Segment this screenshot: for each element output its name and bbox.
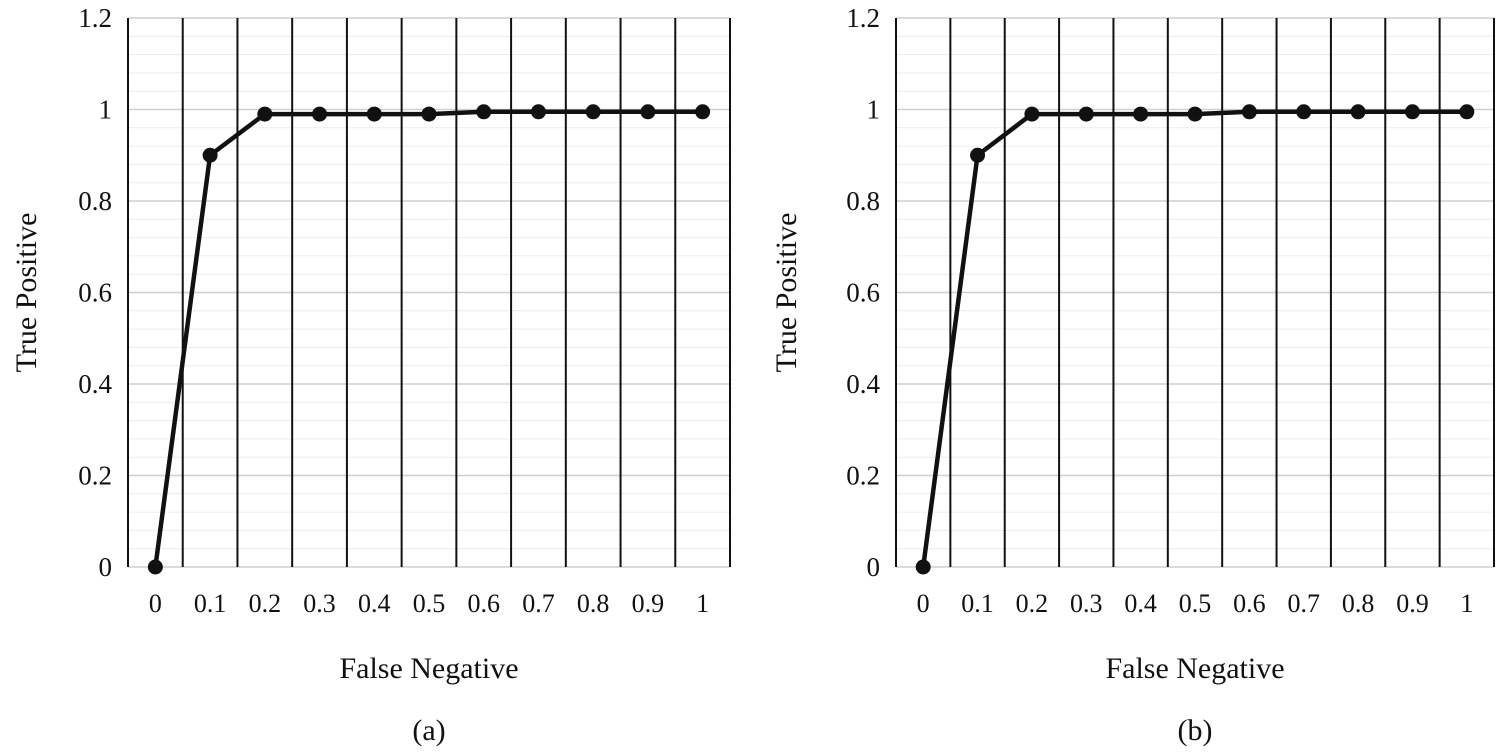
data-point (640, 104, 656, 120)
data-point (1296, 104, 1312, 120)
data-point (366, 106, 382, 122)
y-tick-label: 0.4 (846, 369, 880, 399)
data-point (530, 104, 546, 120)
x-tick-label: 0.3 (1070, 589, 1103, 618)
data-point (695, 104, 711, 120)
x-tick-label: 1 (696, 589, 709, 618)
data-point (915, 559, 931, 575)
y-tick-label: 1 (867, 95, 881, 125)
y-axis-label: True Positive (770, 213, 803, 373)
data-point (1459, 104, 1475, 120)
x-tick-label: 0 (149, 589, 162, 618)
x-tick-label: 0.3 (303, 589, 336, 618)
x-tick-label: 0.2 (249, 589, 282, 618)
data-point (421, 106, 437, 122)
x-tick-label: 0.8 (577, 589, 610, 618)
data-point (257, 106, 273, 122)
y-tick-label: 0.6 (846, 278, 880, 308)
chart-a: 0 0.2 0.4 0.6 0.8 1 1.2 0 0.1 0.2 0.3 0.4 0.5 0.6 0.7… (10, 3, 731, 747)
data-point (476, 104, 492, 120)
y-tick-label: 0 (99, 552, 113, 582)
x-tick-label: 0.9 (632, 589, 665, 618)
x-tick-label: 0.1 (961, 589, 994, 618)
chart-a-container: 0 0.2 0.4 0.6 0.8 1 1.2 0 0.1 0.2 0.3 0.4 0.5 0.6 0.7… (10, 3, 731, 747)
data-point (1133, 106, 1149, 122)
y-tick-label: 0 (867, 552, 881, 582)
y-tick-label: 0.4 (78, 369, 112, 399)
y-tick-label: 0.8 (78, 186, 112, 216)
y-tick-label: 1.2 (846, 3, 880, 33)
chart-b-container: 0 0.2 0.4 0.6 0.8 1 1.2 0 0.1 0.2 0.3 0.4 0.5 0.6 0.7… (760, 0, 1504, 755)
x-tick-label: 0.5 (413, 589, 446, 618)
data-point (1024, 106, 1040, 122)
y-tick-label: 0.2 (78, 461, 112, 491)
x-tick-label: 1 (1460, 589, 1473, 618)
x-tick-label: 0.7 (1287, 589, 1320, 618)
data-point (1241, 104, 1257, 120)
chart-caption: (b) (1178, 714, 1213, 747)
data-point (147, 559, 163, 575)
x-tick-label: 0.6 (467, 589, 500, 618)
x-axis-label: False Negative (1105, 652, 1284, 685)
data-point (1187, 106, 1203, 122)
y-tick-label: 1 (99, 95, 113, 125)
data-point (1078, 106, 1094, 122)
data-point (970, 147, 986, 163)
x-tick-label: 0.5 (1179, 589, 1212, 618)
chart-b: 0 0.2 0.4 0.6 0.8 1 1.2 0 0.1 0.2 0.3 0.4 0.5 0.6 0.7… (770, 3, 1495, 747)
x-tick-label: 0.4 (358, 589, 391, 618)
chart-caption: (a) (412, 714, 445, 747)
data-point (1404, 104, 1420, 120)
x-tick-label: 0.7 (522, 589, 555, 618)
y-axis-label: True Positive (10, 213, 43, 373)
x-tick-label: 0.8 (1342, 589, 1375, 618)
x-tick-label: 0.6 (1233, 589, 1266, 618)
data-point (202, 147, 218, 163)
x-tick-label: 0.1 (194, 589, 227, 618)
data-point (1350, 104, 1366, 120)
y-tick-label: 0.6 (78, 278, 112, 308)
y-tick-label: 0.8 (846, 186, 880, 216)
x-tick-label: 0.4 (1124, 589, 1157, 618)
x-tick-label: 0 (917, 589, 930, 618)
x-tick-label: 0.2 (1016, 589, 1049, 618)
x-axis-label: False Negative (339, 652, 518, 685)
data-point (312, 106, 328, 122)
data-point (585, 104, 601, 120)
y-tick-label: 1.2 (78, 3, 112, 33)
x-tick-label: 0.9 (1396, 589, 1429, 618)
y-tick-label: 0.2 (846, 461, 880, 491)
